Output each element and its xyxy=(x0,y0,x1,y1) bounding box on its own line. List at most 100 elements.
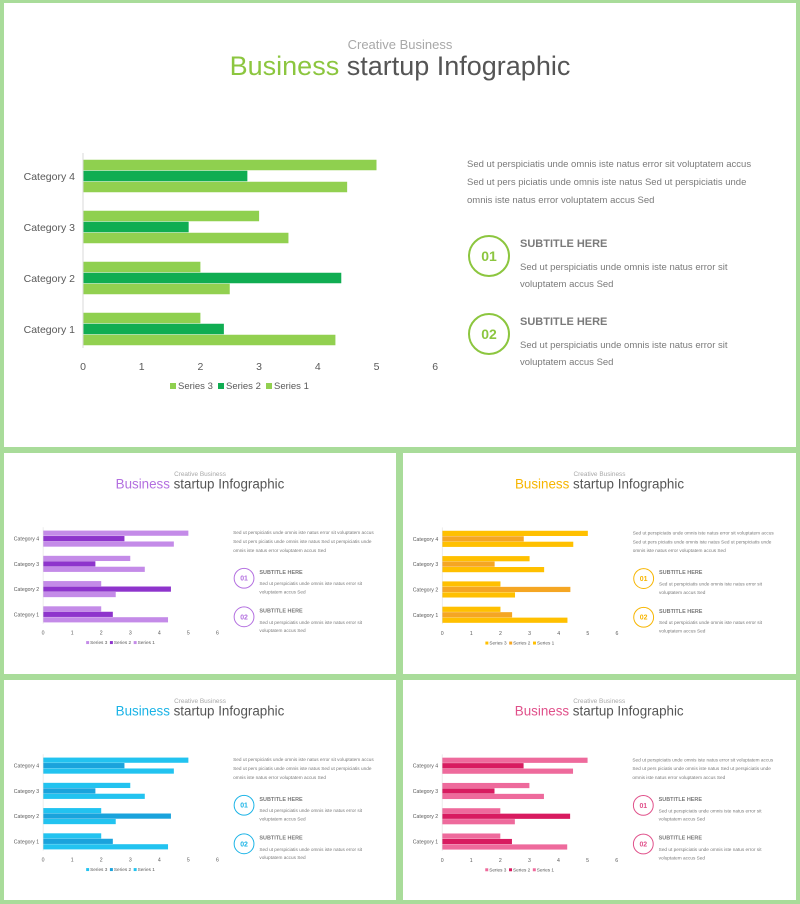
category-label: Category 4 xyxy=(14,537,39,543)
bar-series1-cat3 xyxy=(83,232,289,244)
x-tick-label: 0 xyxy=(80,361,86,373)
x-tick-label: 6 xyxy=(615,858,618,864)
page-title: Business startup Infographic xyxy=(4,477,396,492)
legend-label: Series 2 xyxy=(114,640,132,645)
number-badge: 01 xyxy=(468,235,510,277)
body-paragraph: Sed ut perspiciatis unde omnis iste natu… xyxy=(467,159,752,206)
category-label: Category 2 xyxy=(14,587,39,593)
x-tick-label: 6 xyxy=(216,858,219,864)
bar-series2-cat4 xyxy=(43,763,125,769)
legend-label: Series 2 xyxy=(226,381,261,392)
bar-series3-cat4 xyxy=(442,757,588,763)
title-accent: Business xyxy=(229,51,340,81)
x-tick-label: 6 xyxy=(432,361,438,373)
category-label: Category 2 xyxy=(24,273,76,285)
bar-series1-cat1 xyxy=(43,617,169,623)
category-label: Category 4 xyxy=(413,764,438,770)
slide-canvas: Creative Business Business startup Infogr… xyxy=(4,453,396,673)
title-accent: Business xyxy=(115,703,170,719)
item-subtitle: SUBTITLE HERE xyxy=(259,796,303,803)
bar-series2-cat1 xyxy=(83,323,224,335)
x-tick-label: 1 xyxy=(470,631,473,637)
bar-series3-cat3 xyxy=(83,210,260,222)
bar-series2-cat1 xyxy=(442,838,512,845)
number-badge: 01 xyxy=(632,794,654,816)
bar-series1-cat2 xyxy=(83,283,230,295)
bar-series3-cat2 xyxy=(442,808,501,814)
bar-series1-cat2 xyxy=(442,819,515,825)
slide-pink: Creative Business Business startup Infogr… xyxy=(403,680,796,900)
title-rest: startup Infographic xyxy=(569,476,685,492)
category-label: Category 1 xyxy=(24,324,76,336)
title-accent: Business xyxy=(514,703,570,719)
legend-swatch xyxy=(86,868,90,872)
bar-series2-cat1 xyxy=(442,612,513,618)
bar-series2-cat3 xyxy=(43,561,96,567)
item-subtitle: SUBTITLE HERE xyxy=(520,316,608,328)
kicker-text: Creative Business xyxy=(573,469,626,478)
legend-label: Series 1 xyxy=(537,641,555,646)
bar-series1-cat2 xyxy=(43,591,116,598)
x-tick-label: 3 xyxy=(129,858,132,864)
legend-swatch xyxy=(109,868,113,872)
legend-swatch xyxy=(133,641,137,645)
bar-series3-cat3 xyxy=(43,782,131,789)
bar-series3-cat4 xyxy=(43,530,189,536)
legend-swatch xyxy=(532,868,536,872)
bar-series3-cat4 xyxy=(83,159,377,171)
bar-series2-cat4 xyxy=(83,170,248,182)
slide-canvas: Creative Business Business startup Infogr… xyxy=(403,680,795,900)
kicker-text: Creative Business xyxy=(174,469,226,478)
title-rest: startup Infographic xyxy=(569,703,684,719)
bar-series3-cat1 xyxy=(442,606,501,612)
bar-series3-cat1 xyxy=(43,833,102,839)
x-tick-label: 5 xyxy=(586,858,589,864)
x-tick-label: 1 xyxy=(71,631,74,637)
bar-chart: Category 1 Category 2 Category 3 Category 4… xyxy=(413,754,618,872)
bar-series3-cat2 xyxy=(442,581,501,587)
category-label: Category 4 xyxy=(24,171,76,183)
bar-chart: Category 1 Category 2 Category 3 Category 4… xyxy=(14,754,219,872)
page-title: Business startup Infographic xyxy=(4,51,796,82)
x-tick-label: 4 xyxy=(315,361,321,373)
slide-blue: Creative Business Business startup Infogr… xyxy=(4,680,396,900)
category-label: Category 1 xyxy=(413,840,438,846)
legend-swatch xyxy=(133,868,137,872)
page-title: Business startup Infographic xyxy=(4,704,396,719)
bar-series1-cat1 xyxy=(442,617,568,623)
item-text: Sed ut perspiciatis unde omnis iste natu… xyxy=(520,340,728,368)
x-tick-label: 0 xyxy=(42,631,45,637)
bar-series2-cat4 xyxy=(442,536,524,542)
legend-swatch xyxy=(509,641,513,645)
category-label: Category 3 xyxy=(413,562,439,568)
x-tick-label: 1 xyxy=(139,361,145,373)
slide-canvas: Creative Business Business startup Infogr… xyxy=(403,453,796,673)
item-subtitle: SUBTITLE HERE xyxy=(658,796,702,803)
legend-swatch xyxy=(533,641,536,645)
kicker-text: Creative Business xyxy=(573,696,626,705)
legend-swatch xyxy=(485,641,489,645)
bar-series2-cat4 xyxy=(442,763,524,769)
bar-series3-cat2 xyxy=(43,808,102,814)
x-tick-label: 1 xyxy=(470,858,473,864)
bar-series2-cat3 xyxy=(442,561,495,567)
item-text: Sed ut perspiciatis unde omnis iste natu… xyxy=(658,846,762,861)
bar-series3-cat1 xyxy=(83,312,201,324)
number-badge: 01 xyxy=(233,794,255,816)
title-accent: Business xyxy=(115,476,170,492)
legend-label: Series 1 xyxy=(138,640,156,645)
legend-swatch xyxy=(109,641,113,645)
bar-series2-cat2 xyxy=(43,586,171,592)
legend-swatch xyxy=(485,868,489,872)
bar-series1-cat3 xyxy=(442,793,544,800)
item-subtitle: SUBTITLE HERE xyxy=(658,835,702,842)
slide-purple: Creative Business Business startup Infogr… xyxy=(4,453,396,674)
category-label: Category 1 xyxy=(14,839,39,845)
bar-series3-cat3 xyxy=(442,782,530,789)
x-tick-label: 4 xyxy=(158,858,161,864)
x-tick-label: 0 xyxy=(42,858,45,864)
number-badge: 02 xyxy=(633,606,655,628)
bar-chart: Category 1 Category 2 Category 3 Category 4… xyxy=(24,153,438,392)
slide-canvas: Creative Business Business startup Infogr… xyxy=(4,3,796,447)
page-title: Business startup Infographic xyxy=(403,704,795,719)
